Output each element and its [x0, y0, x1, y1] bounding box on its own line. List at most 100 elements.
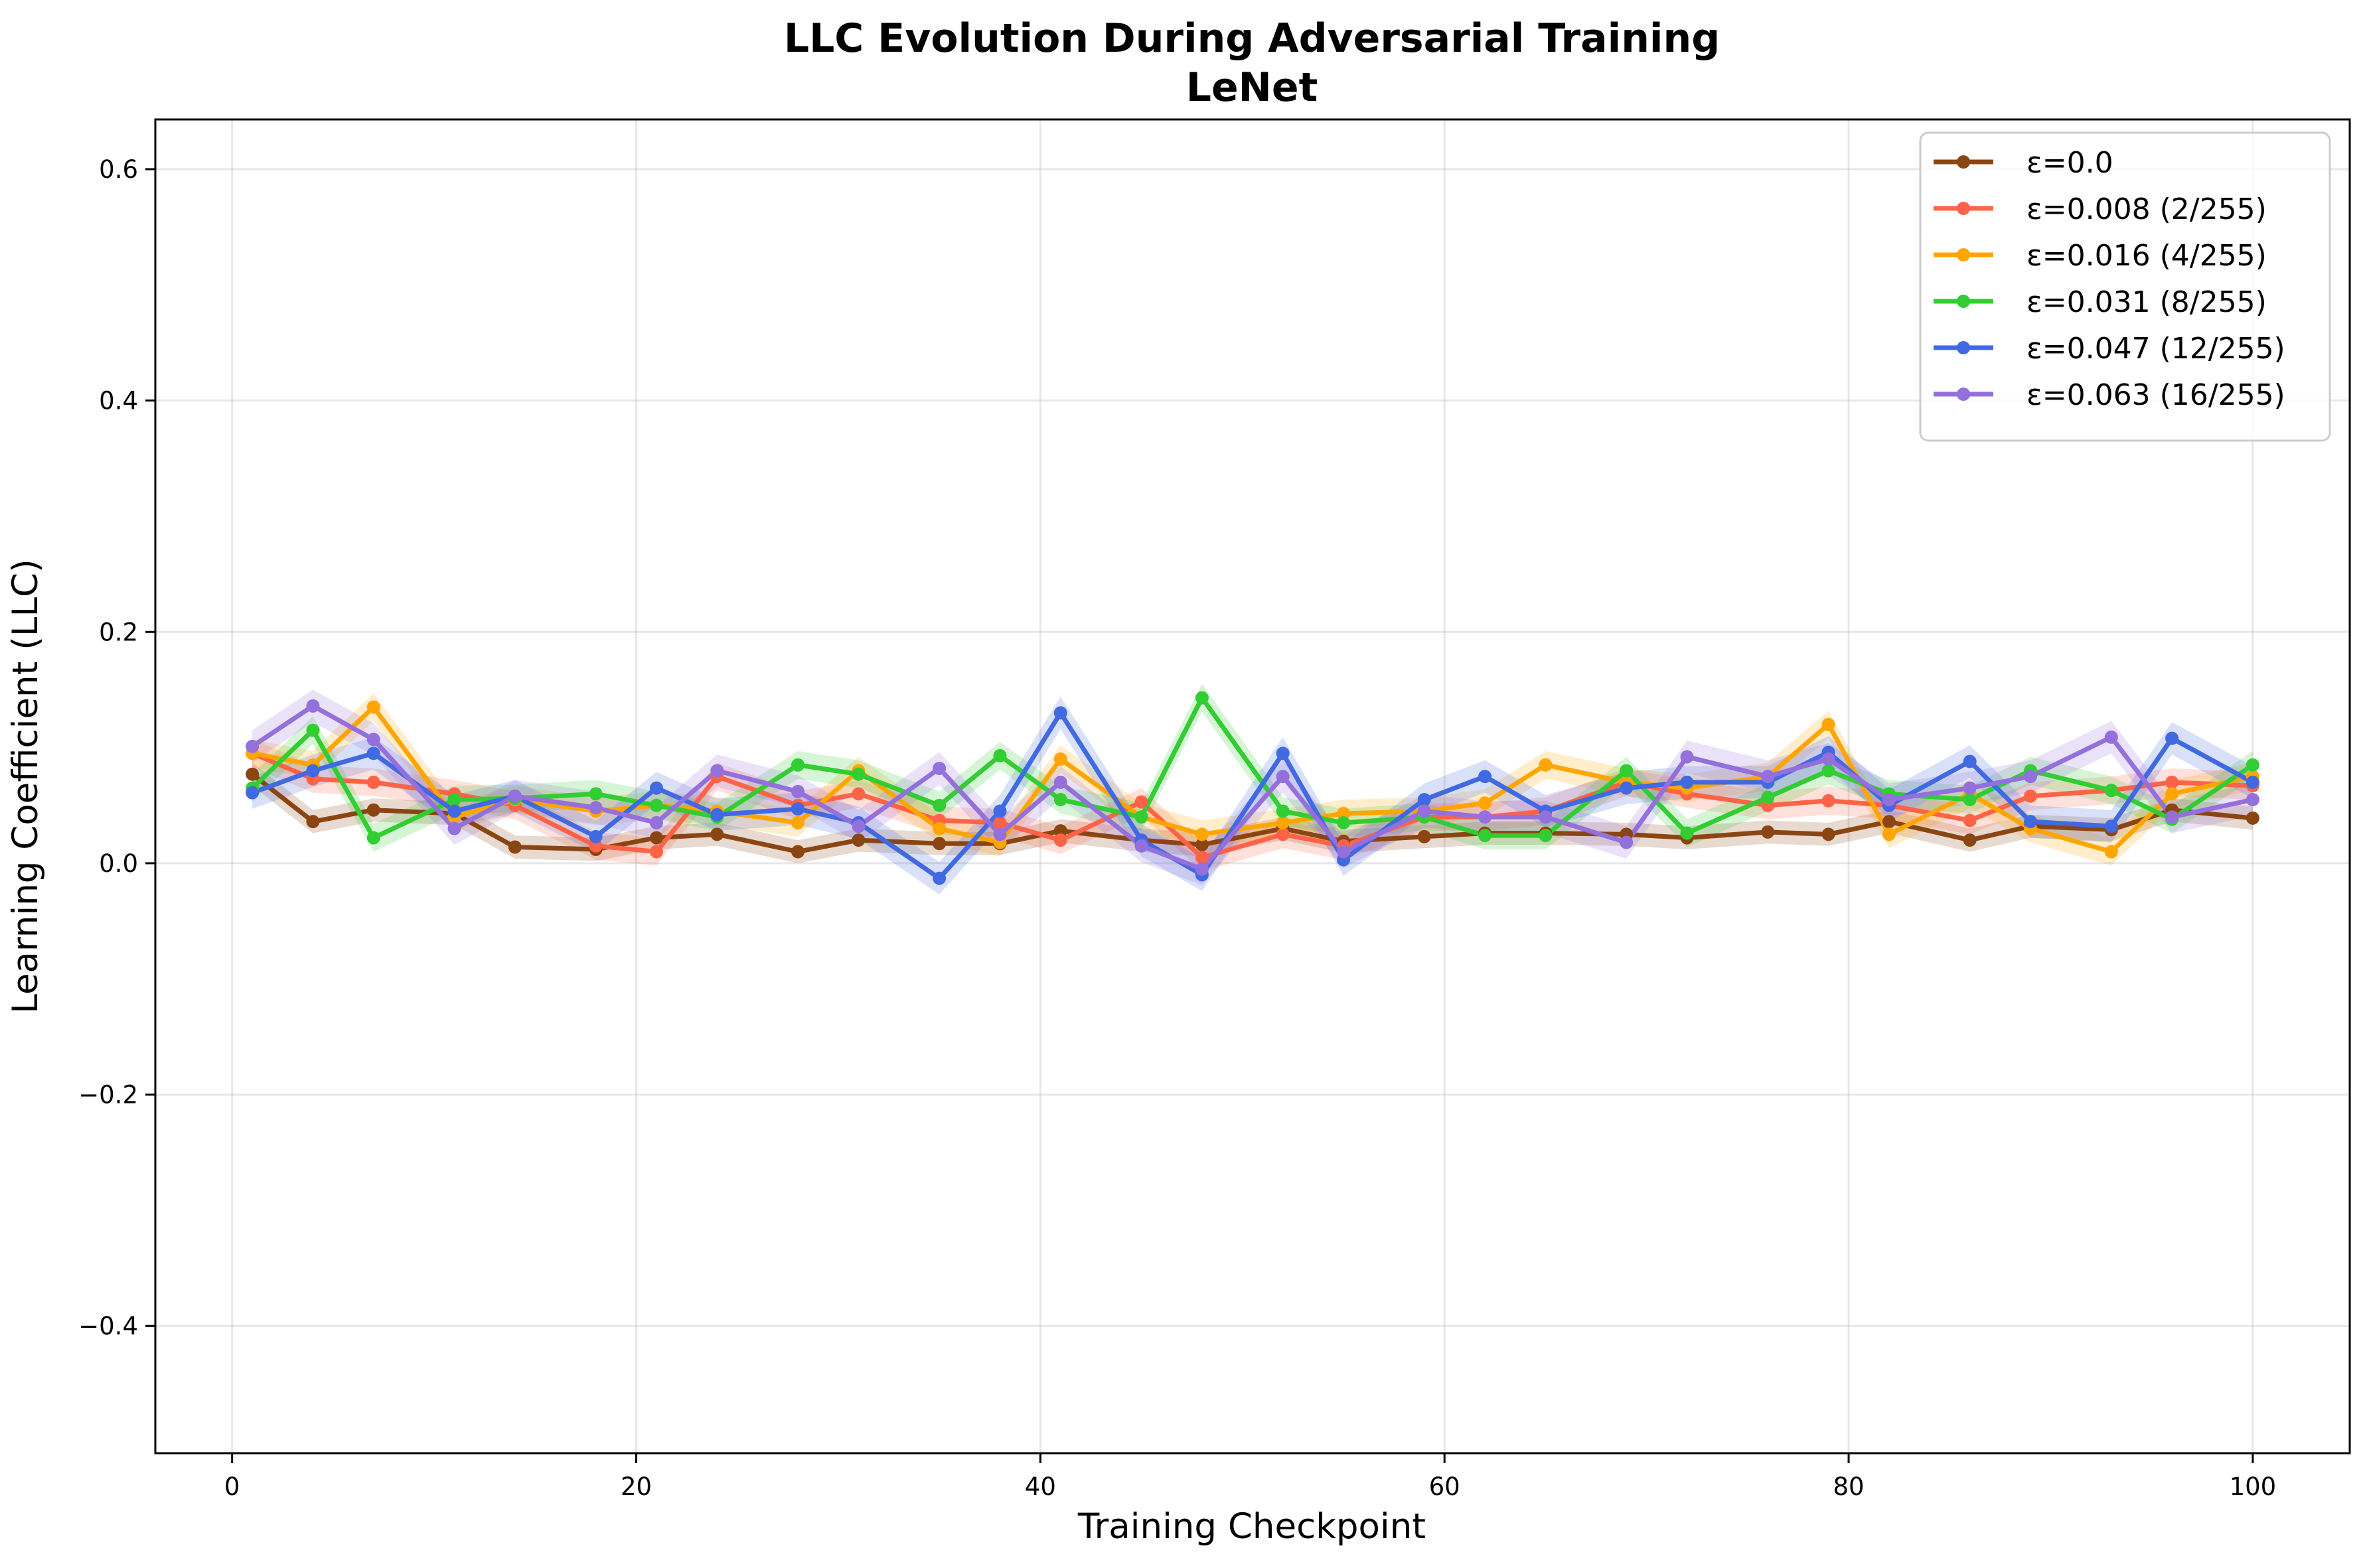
data-point: [366, 831, 380, 845]
x-axis-ticks: 0 20 40 60 80 100: [224, 1453, 2276, 1501]
data-point: [508, 789, 522, 803]
series-line-2: [252, 705, 2254, 854]
data-point: [2104, 820, 2118, 833]
data-point: [1053, 752, 1067, 766]
data-point: [306, 764, 320, 778]
data-point: [993, 827, 1007, 841]
data-point: [1417, 793, 1431, 807]
legend-label: ε=0.0: [2026, 146, 2113, 180]
data-point: [2165, 787, 2179, 801]
data-point: [649, 845, 663, 859]
series-points: [246, 691, 2259, 885]
data-point: [852, 787, 866, 801]
data-point: [1195, 827, 1209, 841]
x-tick-label: 20: [621, 1472, 652, 1501]
y-tick-label: 0.4: [99, 387, 138, 415]
data-point: [1821, 752, 1835, 766]
data-point: [852, 820, 866, 833]
data-point: [246, 739, 260, 753]
data-point: [1276, 816, 1290, 829]
data-point: [933, 821, 947, 835]
x-tick-label: 60: [1429, 1472, 1460, 1501]
chart-subtitle: LeNet: [1186, 64, 1318, 111]
data-point: [1053, 824, 1067, 838]
data-point: [447, 793, 461, 807]
data-point: [1539, 758, 1553, 772]
data-point: [1276, 747, 1290, 760]
data-point: [1539, 829, 1553, 843]
series-lines: [250, 695, 2254, 881]
data-point: [649, 798, 663, 812]
data-point: [1680, 775, 1694, 789]
data-point: [1417, 804, 1431, 818]
data-point: [933, 837, 947, 851]
legend-label: ε=0.063 (16/255): [2026, 378, 2285, 412]
data-point: [1053, 833, 1067, 847]
data-point: [1336, 816, 1350, 829]
legend-label: ε=0.047 (12/255): [2026, 332, 2285, 366]
data-point: [791, 845, 805, 859]
y-tick-label: −0.4: [78, 1312, 138, 1340]
data-point: [2246, 793, 2259, 807]
data-point: [993, 748, 1007, 762]
x-tick-label: 100: [2230, 1472, 2277, 1501]
data-point: [1195, 862, 1209, 876]
legend-swatch-marker: [1957, 388, 1970, 401]
legend-swatch-marker: [1957, 248, 1970, 261]
legend-label: ε=0.016 (4/255): [2026, 239, 2267, 273]
data-point: [306, 699, 320, 713]
data-point: [1134, 839, 1148, 853]
data-point: [710, 764, 724, 778]
data-point: [791, 802, 805, 816]
data-point: [993, 804, 1007, 818]
data-point: [710, 827, 724, 841]
data-point: [1761, 770, 1775, 784]
data-point: [2024, 770, 2038, 784]
data-point: [1882, 793, 1896, 807]
data-point: [1417, 829, 1431, 843]
data-point: [1336, 845, 1350, 859]
data-point: [447, 821, 461, 835]
legend-swatch-marker: [1957, 202, 1970, 215]
data-point: [366, 733, 380, 747]
data-point: [246, 786, 260, 800]
data-point: [589, 787, 603, 801]
y-tick-label: 0.2: [99, 618, 138, 646]
data-point: [1276, 827, 1290, 841]
data-point: [1336, 806, 1350, 820]
data-point: [1882, 815, 1896, 829]
data-point: [1882, 827, 1896, 841]
data-point: [1821, 794, 1835, 808]
data-point: [1821, 827, 1835, 841]
confidence-band-5: [252, 689, 2253, 886]
data-point: [1680, 750, 1694, 764]
data-point: [306, 723, 320, 737]
data-point: [1539, 810, 1553, 824]
data-point: [246, 767, 260, 781]
y-tick-label: 0.6: [99, 155, 138, 184]
data-point: [1761, 825, 1775, 839]
data-point: [1195, 851, 1209, 865]
data-point: [852, 833, 866, 847]
data-point: [1620, 835, 1634, 849]
data-point: [447, 804, 461, 818]
legend-label: ε=0.008 (2/255): [2026, 192, 2267, 226]
data-point: [1195, 691, 1209, 705]
data-point: [1963, 793, 1977, 807]
data-point: [649, 831, 663, 845]
data-point: [933, 761, 947, 775]
data-point: [589, 801, 603, 815]
legend-box: [1919, 131, 2331, 442]
confidence-band-2: [252, 693, 2253, 866]
data-point: [366, 700, 380, 714]
x-tick-label: 0: [224, 1472, 240, 1501]
y-axis-label: Learning Coefficient (LLC): [5, 559, 46, 1013]
data-point: [1821, 717, 1835, 731]
legend-swatch-marker: [1957, 341, 1970, 354]
x-tick-label: 40: [1025, 1472, 1056, 1501]
y-axis-ticks: −0.4 −0.2 0.0 0.2 0.4 0.6: [78, 155, 155, 1340]
data-point: [933, 798, 947, 812]
data-point: [1620, 764, 1634, 778]
data-point: [589, 829, 603, 843]
data-point: [1053, 793, 1067, 807]
